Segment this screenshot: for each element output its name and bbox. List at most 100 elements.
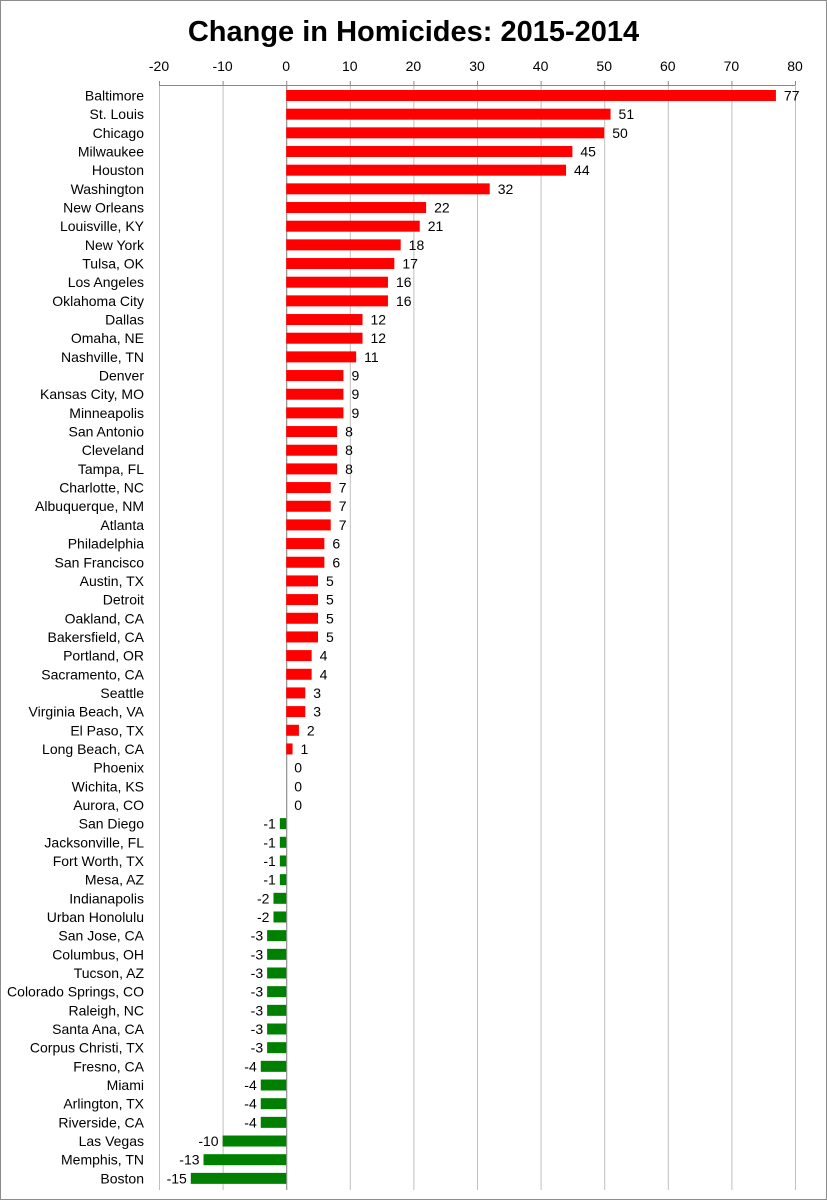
bar xyxy=(267,930,287,942)
category-label: Boston xyxy=(100,1170,144,1186)
data-label: 3 xyxy=(313,704,321,720)
category-label: Baltimore xyxy=(85,88,144,104)
data-label: -4 xyxy=(244,1077,257,1093)
category-label: San Antonio xyxy=(68,424,144,440)
x-tick-label: 10 xyxy=(342,58,358,74)
x-tick-label: 70 xyxy=(724,58,740,74)
data-label: 21 xyxy=(428,218,444,234)
bar xyxy=(279,836,287,848)
category-label: Houston xyxy=(92,162,144,178)
category-label: San Francisco xyxy=(55,554,145,570)
data-label: -3 xyxy=(251,1002,264,1018)
data-label: -15 xyxy=(167,1170,187,1186)
data-label: 6 xyxy=(332,536,340,552)
x-tick-label: -20 xyxy=(149,58,169,74)
bar xyxy=(286,743,293,755)
data-label: 18 xyxy=(409,237,425,253)
category-label: Mesa, AZ xyxy=(85,872,145,888)
data-label: -3 xyxy=(251,946,264,962)
data-label: 0 xyxy=(294,797,302,813)
x-tick-label: 80 xyxy=(787,58,803,74)
category-label: New Orleans xyxy=(63,200,144,216)
category-label: Oakland, CA xyxy=(65,610,145,626)
category-label: Albuquerque, NM xyxy=(35,498,144,514)
bar xyxy=(190,1172,287,1184)
bar xyxy=(286,463,338,475)
data-label: -2 xyxy=(257,909,270,925)
category-label: El Paso, TX xyxy=(70,722,144,738)
bar xyxy=(203,1154,287,1166)
bar xyxy=(286,706,306,718)
category-label: Miami xyxy=(107,1077,144,1093)
category-label: Virginia Beach, VA xyxy=(29,704,145,720)
data-label: 4 xyxy=(320,648,328,664)
category-label: Arlington, TX xyxy=(63,1096,144,1112)
x-tick-label: -10 xyxy=(212,58,232,74)
x-tick-label: 50 xyxy=(596,58,612,74)
bar xyxy=(267,1023,287,1035)
x-axis: -20 -10 0 10 20 30 40 50 60 70 80 xyxy=(149,58,803,1190)
category-label: Omaha, NE xyxy=(71,330,144,346)
data-label: -1 xyxy=(263,872,276,888)
data-label: 8 xyxy=(345,461,353,477)
data-label: 4 xyxy=(320,666,328,682)
category-label: Riverside, CA xyxy=(58,1114,144,1130)
bar xyxy=(286,668,312,680)
data-label: 51 xyxy=(619,106,635,122)
bar xyxy=(286,314,363,326)
data-label: 7 xyxy=(339,498,347,514)
bar xyxy=(267,986,287,998)
category-label: St. Louis xyxy=(90,106,144,122)
bar xyxy=(286,594,318,606)
bar xyxy=(286,612,318,624)
bar xyxy=(286,351,357,363)
bar xyxy=(286,183,490,195)
category-label: Milwaukee xyxy=(78,144,144,160)
data-label: -4 xyxy=(244,1096,257,1112)
data-label: -13 xyxy=(179,1152,199,1168)
bar xyxy=(286,258,395,270)
data-label: 17 xyxy=(402,256,418,272)
category-label: Santa Ana, CA xyxy=(52,1021,145,1037)
category-label: Chicago xyxy=(93,125,145,141)
bar xyxy=(286,519,331,531)
bar xyxy=(286,164,567,176)
bar xyxy=(273,892,287,904)
category-label: Austin, TX xyxy=(80,573,145,589)
x-tick-label: 30 xyxy=(469,58,485,74)
bar xyxy=(286,332,363,344)
data-label: 8 xyxy=(345,442,353,458)
bar xyxy=(286,108,611,120)
bar xyxy=(286,295,388,307)
bars xyxy=(190,90,776,1184)
data-label: 77 xyxy=(784,88,800,104)
category-label: Corpus Christi, TX xyxy=(30,1040,145,1056)
category-label: Atlanta xyxy=(100,517,144,533)
category-label: New York xyxy=(85,237,145,253)
data-label: 50 xyxy=(612,125,628,141)
data-label: -1 xyxy=(263,834,276,850)
data-label: 16 xyxy=(396,293,412,309)
category-label: Raleigh, NC xyxy=(69,1002,144,1018)
data-label: 6 xyxy=(332,554,340,570)
category-label: Jacksonville, FL xyxy=(44,834,144,850)
data-label: 12 xyxy=(371,312,387,328)
data-label: -3 xyxy=(251,1021,264,1037)
category-label: Philadelphia xyxy=(68,536,144,552)
x-tick-label: 40 xyxy=(533,58,549,74)
bar xyxy=(286,90,776,101)
category-label: Dallas xyxy=(105,312,144,328)
category-label: Kansas City, MO xyxy=(40,386,144,402)
x-tick-label: 0 xyxy=(282,58,290,74)
category-label: Fort Worth, TX xyxy=(53,853,145,869)
category-label: Phoenix xyxy=(93,760,144,776)
data-label: 3 xyxy=(313,685,321,701)
category-label: Charlotte, NC xyxy=(59,480,144,496)
data-label: -1 xyxy=(263,853,276,869)
category-label: Cleveland xyxy=(82,442,144,458)
data-label: 16 xyxy=(396,274,412,290)
bar xyxy=(286,426,338,438)
category-label: Sacramento, CA xyxy=(41,666,144,682)
bar xyxy=(286,370,344,382)
